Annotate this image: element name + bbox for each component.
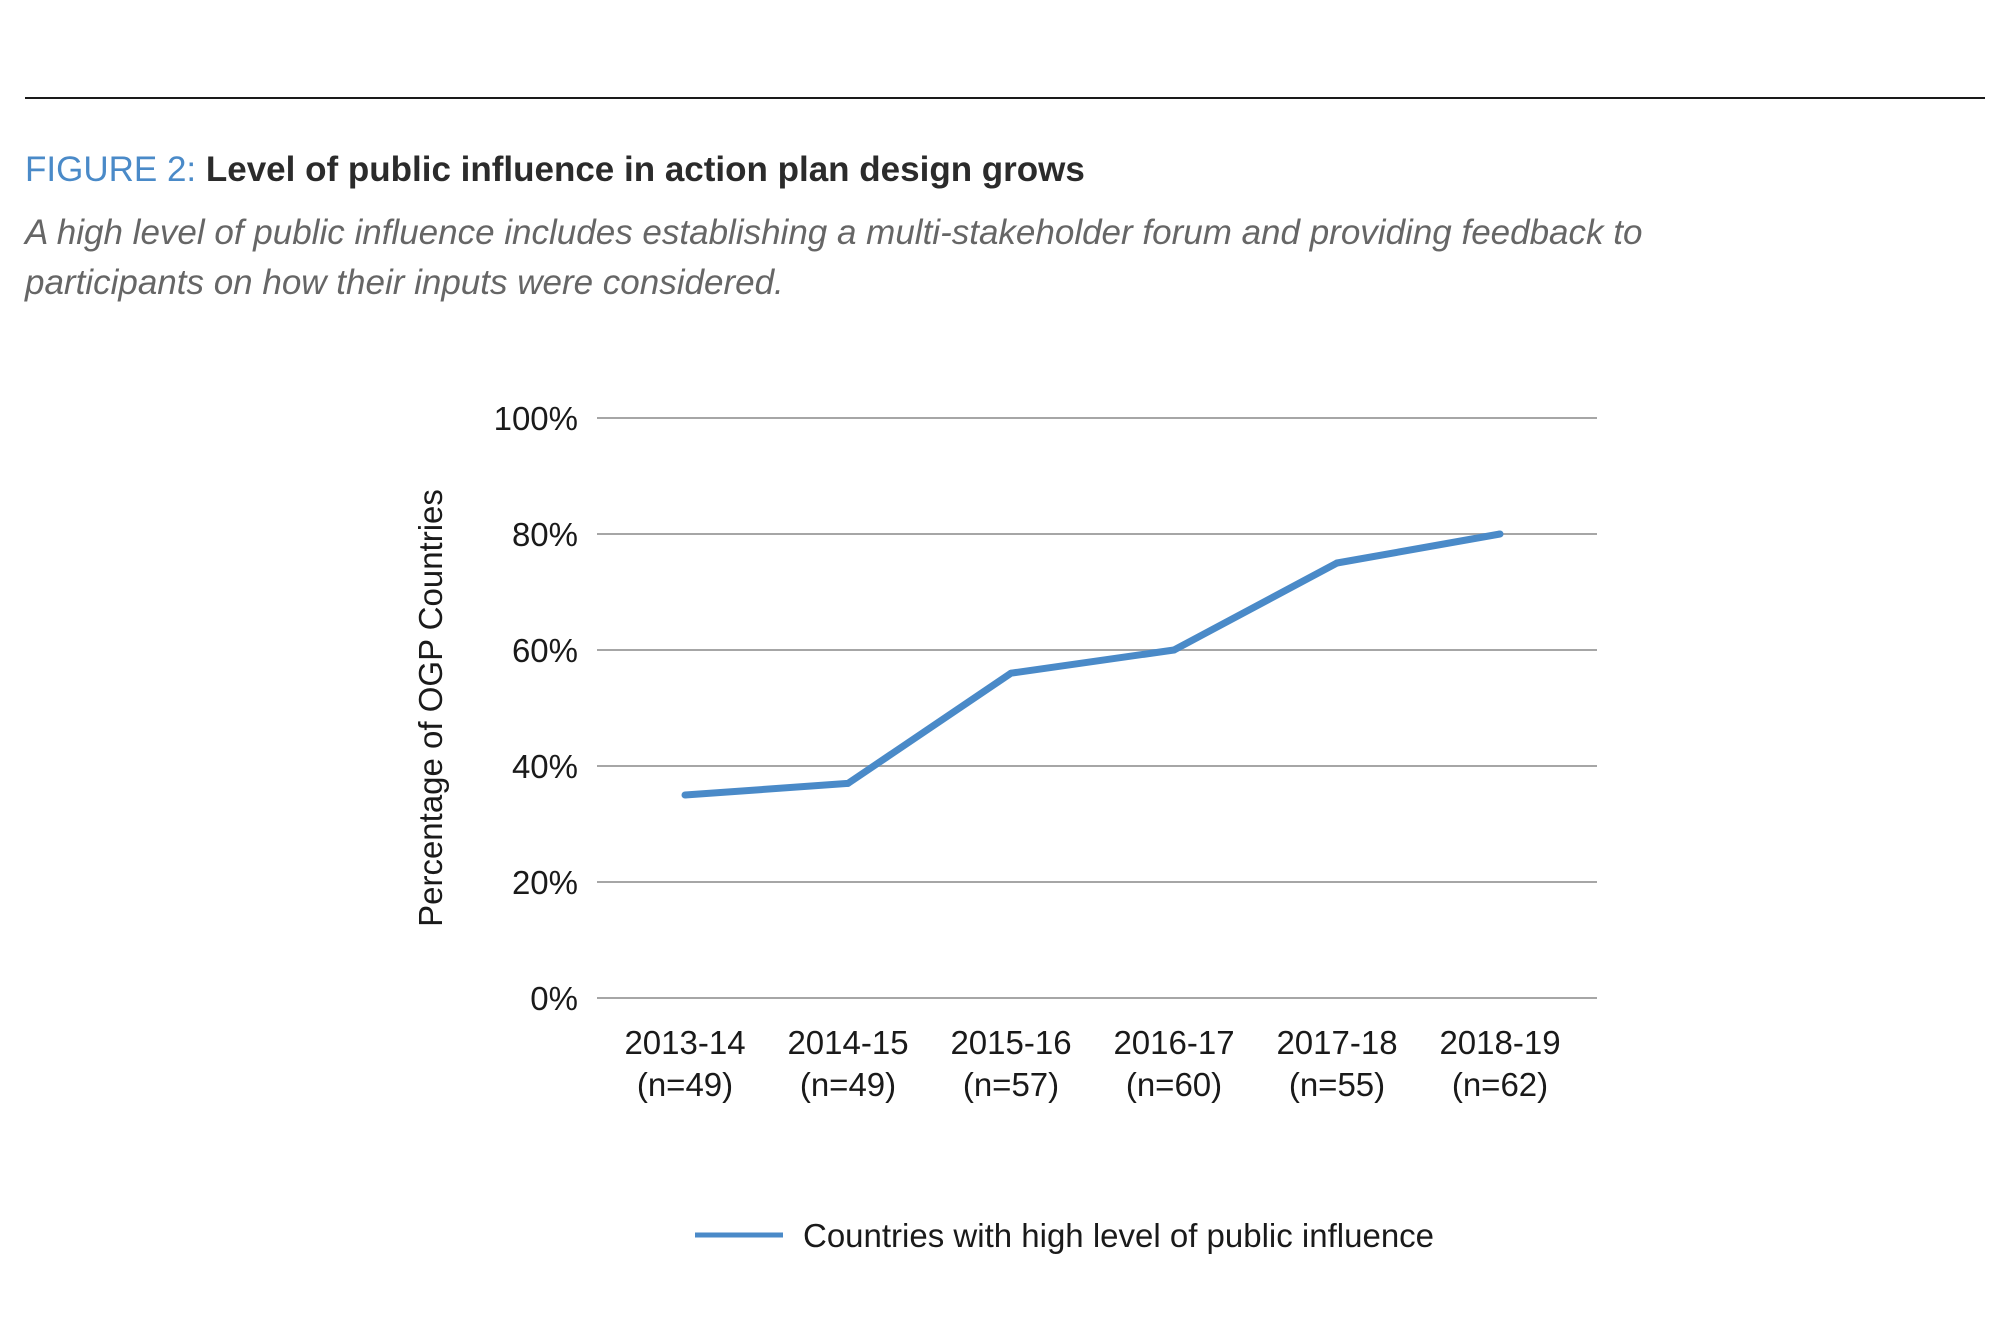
- figure-heading: FIGURE 2: Level of public influence in a…: [25, 148, 1085, 192]
- x-axis-tick-labels: 2013-14 (n=49) 2014-15 (n=49) 2015-16 (n=57) 2…: [624, 1024, 1560, 1103]
- data-point-2017-18: [1333, 559, 1341, 567]
- legend: Countries with high level of public infl…: [695, 1217, 1434, 1254]
- x-tick-label-2013-14: 2013-14: [624, 1024, 745, 1061]
- data-point-2016-17: [1170, 646, 1178, 654]
- y-tick-label-40: 40%: [512, 748, 578, 785]
- legend-label: Countries with high level of public infl…: [803, 1217, 1434, 1254]
- x-tick-sublabel-2016-17: (n=60): [1126, 1066, 1222, 1103]
- figure-subtitle: A high level of public influence include…: [25, 208, 1925, 308]
- x-tick-sublabel-2015-16: (n=57): [963, 1066, 1059, 1103]
- figure-subtitle-line-2: participants on how their inputs were co…: [25, 263, 784, 302]
- y-tick-label-20: 20%: [512, 864, 578, 901]
- series-layer: [681, 530, 1504, 799]
- x-tick-sublabel-2017-18: (n=55): [1289, 1066, 1385, 1103]
- x-tick-label-2014-15: 2014-15: [787, 1024, 908, 1061]
- y-axis-title: Percentage of OGP Countries: [412, 489, 449, 927]
- x-tick-label-2016-17: 2016-17: [1113, 1024, 1234, 1061]
- y-tick-label-60: 60%: [512, 632, 578, 669]
- figure-title: Level of public influence in action plan…: [205, 150, 1085, 189]
- x-tick-label-2017-18: 2017-18: [1276, 1024, 1397, 1061]
- x-tick-label-2015-16: 2015-16: [950, 1024, 1071, 1061]
- top-rule: [25, 97, 1985, 99]
- y-tick-label-0: 0%: [530, 980, 578, 1017]
- y-tick-label-80: 80%: [512, 516, 578, 553]
- data-point-2015-16: [1007, 669, 1015, 677]
- y-axis-tick-labels: 0% 20% 40% 60% 80% 100%: [494, 400, 578, 1017]
- data-point-2014-15: [844, 779, 852, 787]
- data-point-2013-14: [681, 791, 689, 799]
- series-line-0: [684, 530, 1501, 799]
- x-tick-label-2018-19: 2018-19: [1439, 1024, 1560, 1061]
- x-tick-sublabel-2013-14: (n=49): [637, 1066, 733, 1103]
- x-tick-sublabel-2018-19: (n=62): [1452, 1066, 1548, 1103]
- x-tick-sublabel-2014-15: (n=49): [800, 1066, 896, 1103]
- data-point-2018-19: [1496, 530, 1504, 538]
- figure-subtitle-line-1: A high level of public influence include…: [25, 213, 1643, 252]
- grid-lines: [597, 417, 1597, 999]
- y-tick-label-100: 100%: [494, 400, 578, 437]
- figure-label: FIGURE 2:: [25, 150, 206, 189]
